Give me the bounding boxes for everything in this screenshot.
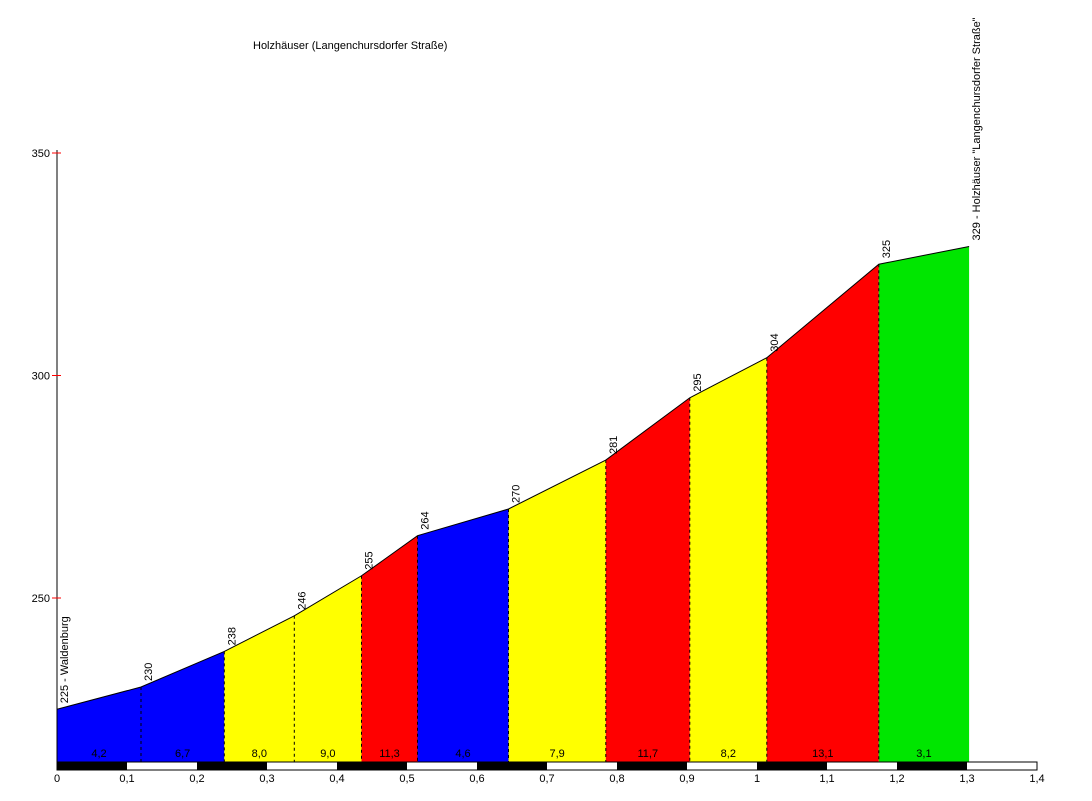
elevation-label: 230: [143, 663, 155, 681]
x-tick-label: 0,6: [469, 773, 484, 785]
scalebar-cell: [127, 762, 197, 770]
scalebar-cell: [267, 762, 337, 770]
elevation-label: 295: [692, 373, 704, 391]
x-tick-label: 0,5: [399, 773, 414, 785]
x-tick-label: 0,8: [609, 773, 624, 785]
scalebar-cell: [407, 762, 477, 770]
scalebar-cell: [827, 762, 897, 770]
elevation-label: 304: [769, 333, 781, 351]
x-tick-label: 0,7: [539, 773, 554, 785]
scalebar-cell: [547, 762, 617, 770]
profile-segment-area: [605, 397, 690, 762]
scalebar-outline: [56, 761, 1038, 771]
gradient-label: 11,7: [638, 748, 659, 760]
y-tick-label: 350: [32, 148, 50, 160]
gradient-label: 8,0: [252, 748, 267, 760]
scalebar-cell: [967, 762, 1037, 770]
x-tick-label: 0,3: [259, 773, 274, 785]
elevation-label: 270: [511, 485, 523, 503]
elevation-label: 281: [608, 436, 620, 454]
profile-segment-area: [878, 246, 970, 762]
y-tick-label: 300: [32, 371, 50, 383]
elevation-label: 225 - Waldenburg: [59, 616, 71, 703]
x-tick-label: 0,9: [679, 773, 694, 785]
scalebar-cell: [617, 762, 687, 770]
elevation-label: 238: [226, 627, 238, 645]
elevation-label: 325: [881, 240, 893, 258]
y-tick-label: 250: [32, 593, 50, 605]
elevation-label: 264: [420, 511, 432, 529]
gradient-label: 3,1: [916, 748, 931, 760]
gradient-label: 4,2: [91, 748, 106, 760]
profile-segment-area: [294, 575, 362, 762]
scalebar-cell: [687, 762, 757, 770]
scalebar-cell: [757, 762, 827, 770]
scalebar-cell: [337, 762, 407, 770]
scalebar-cell: [57, 762, 127, 770]
elevation-label: 246: [296, 591, 308, 609]
x-tick-label: 1,4: [1029, 773, 1044, 785]
elevation-label: 255: [364, 551, 376, 569]
gradient-label: 9,0: [320, 748, 335, 760]
profile-segment-area: [417, 509, 509, 762]
x-tick-label: 1,2: [889, 773, 904, 785]
scalebar-cell: [197, 762, 267, 770]
gradient-label: 8,2: [721, 748, 736, 760]
profile-segment-area: [689, 357, 767, 762]
elevation-label: 329 - Holzhäuser "Langenchursdorfer Stra…: [971, 17, 983, 240]
profile-segment-area: [508, 460, 606, 762]
x-tick-label: 0: [54, 773, 60, 785]
gradient-label: 4,6: [455, 748, 470, 760]
gradient-label: 13,1: [812, 748, 833, 760]
x-tick-label: 0,4: [329, 773, 344, 785]
x-tick-label: 1,1: [819, 773, 834, 785]
profile-segment-area: [57, 687, 141, 762]
profile-line: [56, 245, 970, 710]
x-tick-label: 0,2: [189, 773, 204, 785]
x-tick-label: 0,1: [119, 773, 134, 785]
chart-title: Holzhäuser (Langenchursdorfer Straße): [253, 40, 447, 52]
x-tick-label: 1: [754, 773, 760, 785]
profile-segment-area: [766, 264, 879, 762]
scalebar-cell: [897, 762, 967, 770]
gradient-label: 6,7: [175, 748, 190, 760]
gradient-label: 11,3: [379, 748, 400, 760]
x-tick-label: 1,3: [959, 773, 974, 785]
scalebar-cell: [477, 762, 547, 770]
profile-segment-area: [361, 535, 418, 762]
profile-segment-area: [224, 615, 295, 762]
gradient-label: 7,9: [550, 748, 565, 760]
profile-segment-area: [141, 651, 225, 762]
